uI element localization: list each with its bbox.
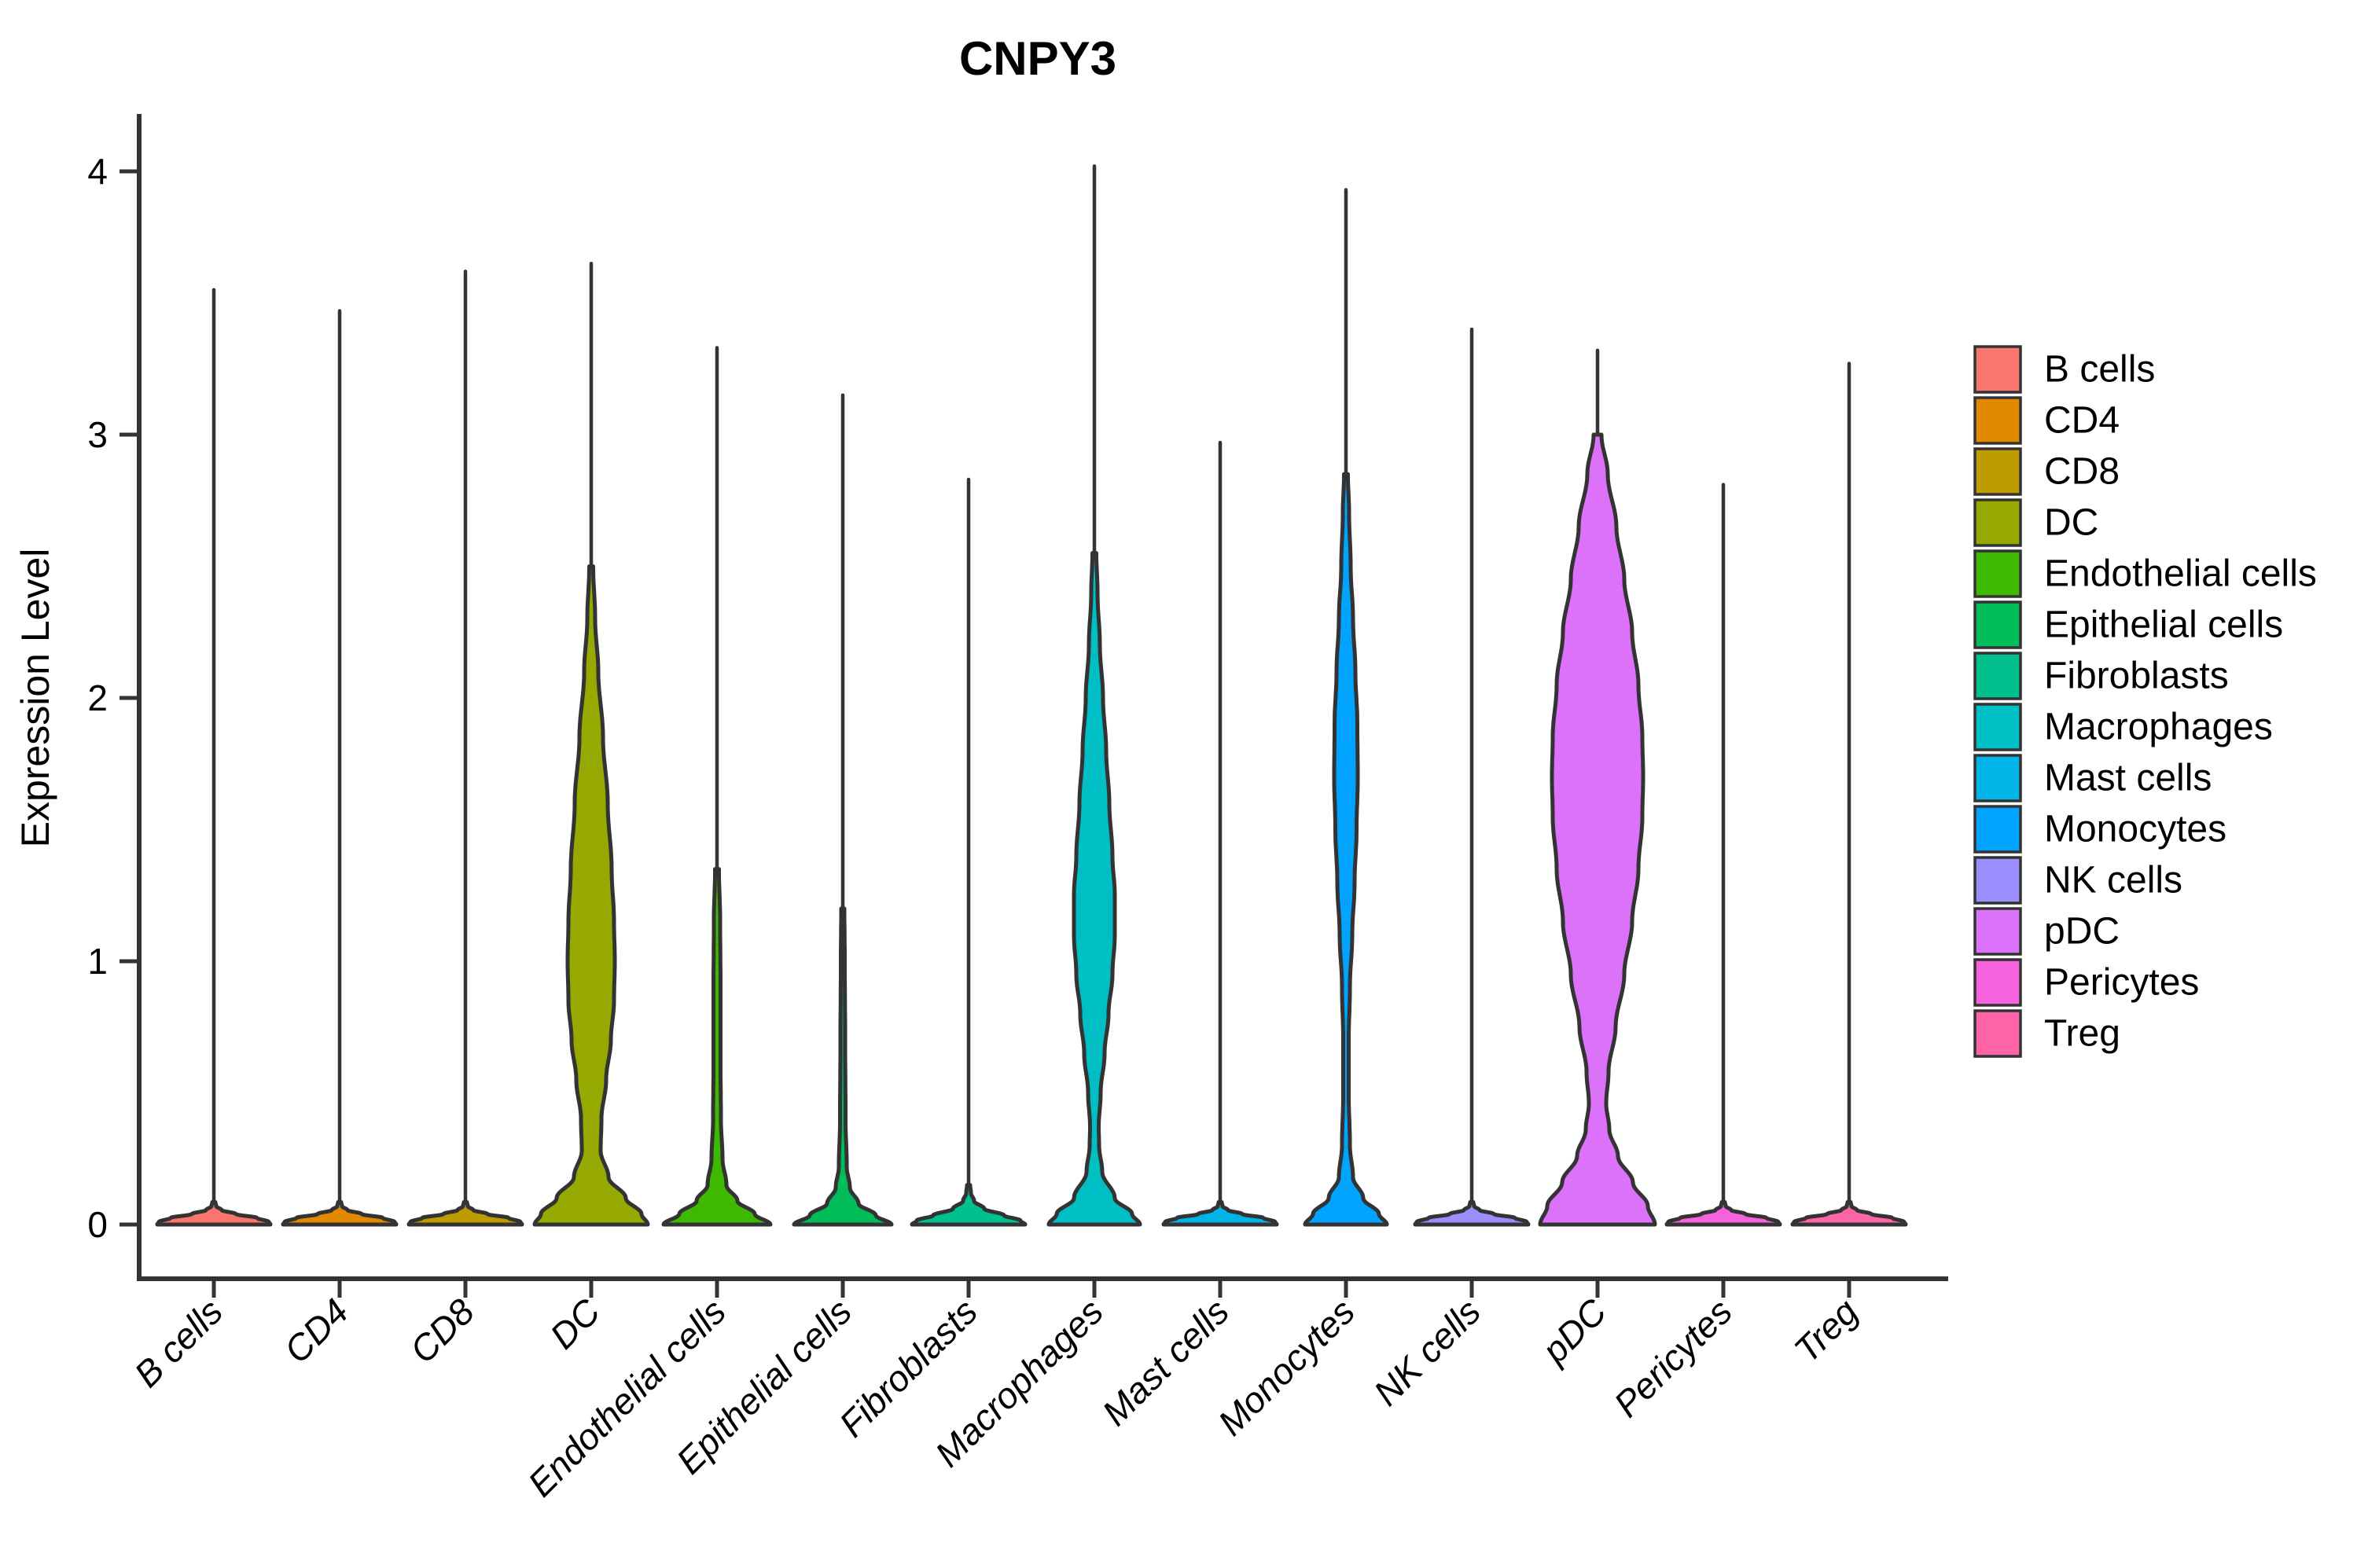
y-tick-label: 1: [87, 941, 108, 982]
x-axis-label: CD8: [402, 1291, 482, 1371]
violin-monocytes: [1303, 472, 1389, 1227]
x-axis-label: DC: [542, 1291, 608, 1357]
legend-swatch-cd4: [1973, 396, 2022, 445]
violin-pdc: [1538, 432, 1657, 1227]
violin-treg: [1790, 1200, 1908, 1227]
y-tick-label: 2: [87, 678, 108, 718]
legend-label-treg: Treg: [2044, 1013, 2120, 1055]
legend-label-b-cells: B cells: [2044, 349, 2155, 391]
legend-label-pericytes: Pericytes: [2044, 962, 2199, 1004]
legend-label-nk-cells: NK cells: [2044, 860, 2182, 902]
legend-label-cd4: CD4: [2044, 400, 2120, 442]
legend-swatch-fibroblasts: [1973, 652, 2022, 700]
violin-endothelial-cells: [661, 867, 773, 1227]
legend-swatch-endothelial-cells: [1973, 549, 2022, 598]
legend-swatch-pericytes: [1973, 958, 2022, 1007]
x-axis-label: B cells: [126, 1291, 230, 1395]
legend-swatch-cd8: [1973, 447, 2022, 496]
plot-panel: 0 1 2 3 4 B cells CD4 CD8 DC Endothelial cells Epi…: [87, 114, 2317, 1504]
legend-label-pdc: pDC: [2044, 911, 2120, 953]
legend-swatch-dc: [1973, 498, 2022, 547]
violin-macrophages: [1046, 551, 1142, 1227]
y-tick-label: 3: [87, 414, 108, 455]
legend-swatch-mast-cells: [1973, 754, 2022, 802]
legend-swatch-epithelial-cells: [1973, 600, 2022, 649]
x-axis-label: Monocytes: [1210, 1291, 1362, 1443]
legend-swatch-monocytes: [1973, 805, 2022, 854]
x-axis-label: CD4: [276, 1291, 356, 1371]
x-axis-label: Pericytes: [1606, 1291, 1741, 1425]
x-axis-label: NK cells: [1366, 1291, 1488, 1413]
legend-swatch-b-cells: [1973, 345, 2022, 394]
violin-epithelial-cells: [792, 906, 894, 1227]
legend-swatch-nk-cells: [1973, 856, 2022, 905]
violin-cd4: [281, 1200, 399, 1227]
legend-swatch-treg: [1973, 1009, 2022, 1058]
legend-label-cd8: CD8: [2044, 451, 2120, 493]
y-tick-label: 4: [87, 151, 108, 192]
legend-label-dc: DC: [2044, 502, 2098, 544]
violin-pericytes: [1664, 1200, 1782, 1227]
violin-nk-cells: [1413, 1200, 1531, 1227]
legend-label-fibroblasts: Fibroblasts: [2044, 655, 2229, 697]
legend-label-monocytes: Monocytes: [2044, 809, 2226, 850]
violin-b-cells: [155, 1200, 273, 1227]
y-axis-title: Expression Level: [13, 549, 57, 848]
legend-label-endothelial-cells: Endothelial cells: [2044, 553, 2317, 595]
x-axis-label: pDC: [1533, 1291, 1615, 1372]
legend-swatch-macrophages: [1973, 703, 2022, 751]
legend-label-mast-cells: Mast cells: [2044, 758, 2212, 799]
legend-label-macrophages: Macrophages: [2044, 707, 2273, 748]
y-tick-label: 0: [87, 1204, 108, 1245]
plot-title: CNPY3: [959, 32, 1116, 85]
violin-mast-cells: [1161, 1200, 1279, 1227]
violin-fibroblasts: [910, 1183, 1028, 1227]
x-axis-label: Treg: [1786, 1291, 1866, 1371]
violin-dc: [532, 564, 650, 1227]
legend-label-epithelial-cells: Epithelial cells: [2044, 604, 2283, 646]
violin-cd8: [406, 1200, 524, 1227]
legend-swatch-pdc: [1973, 907, 2022, 956]
